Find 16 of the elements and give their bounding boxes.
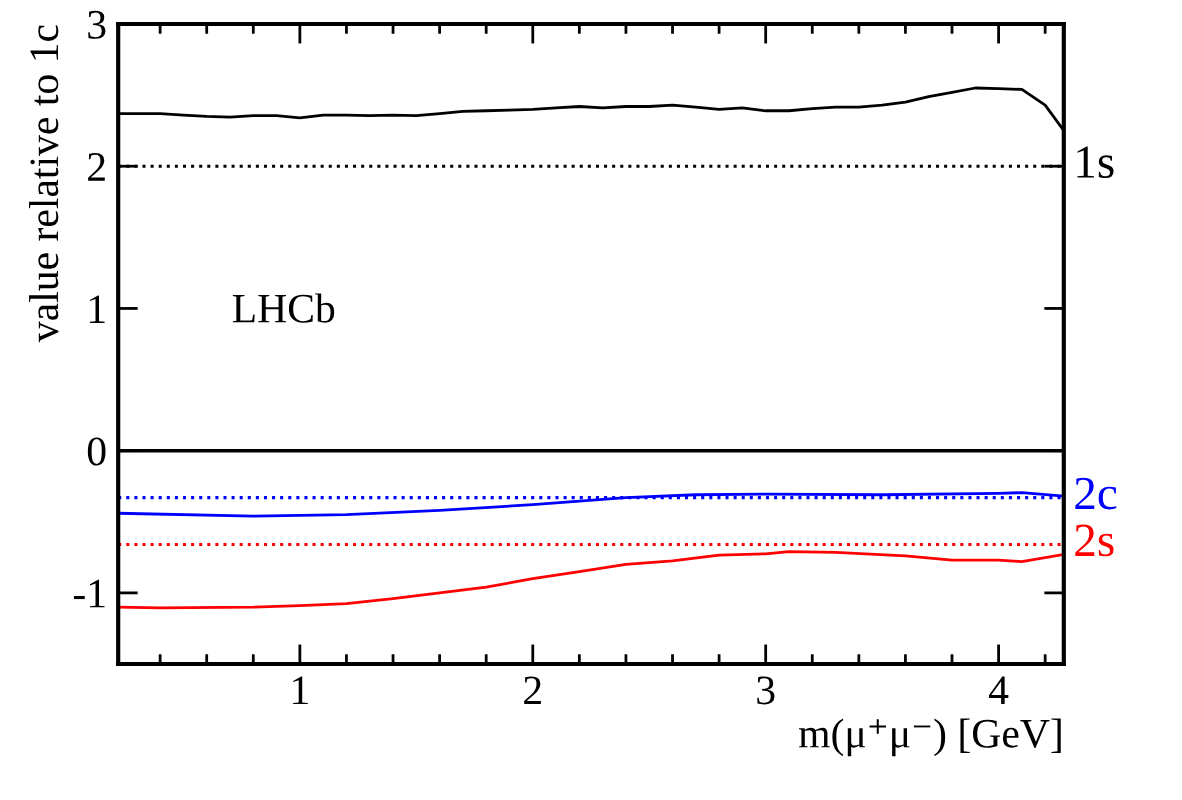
ref-line-label: 1s bbox=[1077, 146, 1114, 179]
line-series bbox=[118, 550, 1064, 610]
x-tick-label: 4 bbox=[988, 676, 1009, 705]
x-tick-label: 1 bbox=[293, 676, 308, 705]
y-tick-label: -1 bbox=[73, 579, 105, 608]
y-tick-label: 1 bbox=[89, 295, 105, 323]
y-axis-title: value relative to 1c bbox=[29, 25, 59, 343]
ref-line-label: 2s bbox=[1075, 524, 1114, 557]
y-tick-label: 0 bbox=[87, 437, 106, 466]
x-tick-label: 2 bbox=[524, 676, 541, 705]
annotation: LHCb bbox=[232, 293, 335, 323]
ref-line-label: 2c bbox=[1075, 477, 1117, 510]
y-tick-label: 2 bbox=[88, 153, 105, 181]
y-tick-label: 3 bbox=[88, 10, 106, 39]
x-tick-label: 3 bbox=[757, 676, 775, 705]
x-axis-title: m(μ⁺μ⁻) [GeV] bbox=[799, 718, 1061, 757]
